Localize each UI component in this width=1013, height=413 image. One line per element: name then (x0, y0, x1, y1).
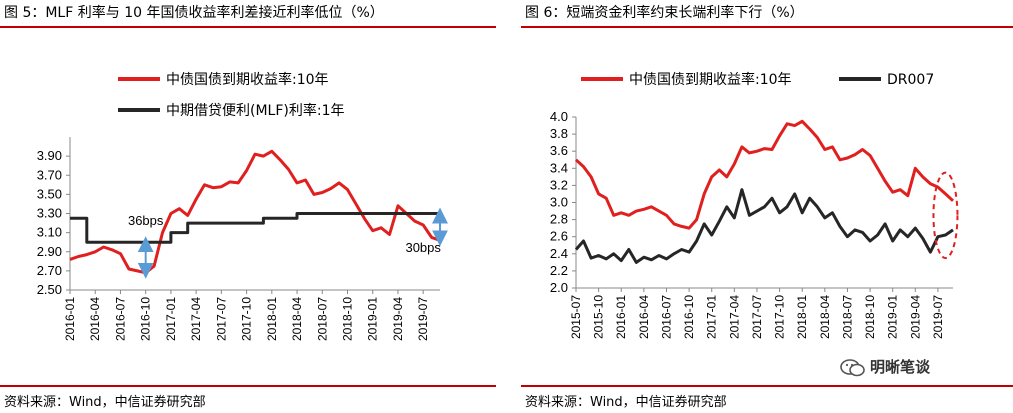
highlight-ellipse (932, 171, 959, 260)
x-tick-label: 2016-04 (637, 295, 651, 339)
title-divider (0, 26, 496, 28)
x-tick-label: 2016-01 (63, 297, 77, 341)
x-tick-label: 2017-01 (705, 295, 719, 339)
x-tick-label: 2015-10 (592, 295, 606, 339)
x-tick-label: 2017-10 (773, 295, 787, 339)
y-tick-label: 3.2 (550, 177, 568, 192)
source-note: 资料来源：Wind，中信证券研究部 (4, 395, 206, 410)
y-tick-label: 2.70 (37, 263, 62, 278)
x-tick-label: 2018-01 (795, 295, 809, 339)
x-tick-label: 2018-07 (840, 295, 854, 339)
legend-label: 中债国债到期收益率:10年 (166, 71, 329, 88)
legend-label: 中债国债到期收益率:10年 (629, 71, 792, 88)
chart-panel-right: 图 6：短端资金利率约束长端利率下行（%） 4.0 3.8 3.6 3.4 3.2 3.0… (521, 0, 1013, 413)
x-tick-label: 2018-10 (863, 295, 877, 339)
y-tick-label: 3.90 (37, 148, 62, 163)
x-tick-label: 2017-10 (240, 297, 254, 341)
y-tick-label: 3.10 (37, 225, 62, 240)
y-tick-label: 3.6 (550, 143, 568, 158)
spread-annotation: 30bps (405, 240, 441, 255)
x-tick-label: 2018-04 (818, 295, 832, 339)
title-divider (521, 26, 1013, 28)
x-tick-label: 2017-04 (727, 295, 741, 339)
watermark: 明晰笔谈 (840, 356, 930, 378)
y-tick-label: 3.50 (37, 186, 62, 201)
x-tick-label: 2019-04 (908, 295, 922, 339)
y-tick-label: 2.90 (37, 244, 62, 259)
x-tick-label: 2019-07 (416, 297, 430, 341)
y-tick-label: 3.8 (550, 126, 568, 141)
x-tick-label: 2019-01 (886, 295, 900, 339)
x-tick-label: 2017-07 (214, 297, 228, 341)
dr007-vs-10y-chart: 4.0 3.8 3.6 3.4 3.2 3.0 2.8 2.6 2.4 2.2 2.02015-07… (550, 71, 959, 339)
source-divider (0, 385, 496, 387)
source-divider (521, 385, 1013, 387)
spread-annotation: 36bps (128, 213, 164, 228)
x-tick-label: 2019-04 (391, 297, 405, 341)
x-tick-label: 2016-10 (682, 295, 696, 339)
x-tick-label: 2018-07 (315, 297, 329, 341)
x-tick-label: 2016-01 (614, 295, 628, 339)
y-tick-label: 2.8 (550, 212, 568, 227)
x-tick-label: 2018-01 (265, 297, 279, 341)
x-tick-label: 2015-07 (569, 295, 583, 339)
y-tick-label: 2.0 (550, 280, 568, 295)
chart-panel-left: 图 5：MLF 利率与 10 年国债收益率利差接近利率低位（%） 3.90 3.7… (0, 0, 496, 413)
x-tick-label: 2019-07 (931, 295, 945, 339)
x-tick-label: 2019-01 (366, 297, 380, 341)
y-tick-label: 2.4 (550, 246, 568, 261)
x-tick-label: 2016-04 (88, 297, 102, 341)
x-tick-label: 2018-10 (341, 297, 355, 341)
wechat-logo-icon (840, 358, 865, 376)
x-tick-label: 2016-07 (113, 297, 127, 341)
x-tick-label: 2016-10 (139, 297, 153, 341)
y-tick-label: 2.50 (37, 282, 62, 297)
x-tick-label: 2017-04 (189, 297, 203, 341)
source-note: 资料来源：Wind，中信证券研究部 (525, 395, 727, 410)
y-tick-label: 3.4 (550, 160, 568, 175)
legend-label: DR007 (887, 72, 934, 88)
y-tick-label: 3.0 (550, 195, 568, 210)
series-line-1 (70, 212, 440, 244)
figure-title: 图 6：短端资金利率约束长端利率下行（%） (525, 5, 804, 21)
x-tick-label: 2017-07 (750, 295, 764, 339)
x-tick-label: 2017-01 (164, 297, 178, 341)
y-tick-label: 3.30 (37, 206, 62, 221)
x-tick-label: 2016-07 (659, 295, 673, 339)
series-line-1 (574, 188, 954, 264)
x-tick-label: 2018-04 (290, 297, 304, 341)
y-tick-label: 4.0 (550, 109, 568, 124)
y-tick-label: 3.70 (37, 167, 62, 182)
y-tick-label: 2.6 (550, 229, 568, 244)
y-tick-label: 2.2 (550, 263, 568, 278)
watermark-text: 明晰笔谈 (870, 358, 931, 376)
figure-title: 图 5：MLF 利率与 10 年国债收益率利差接近利率低位（%） (4, 5, 384, 21)
series-line-0 (574, 119, 955, 230)
series-line-0 (69, 149, 441, 275)
legend-label: 中期借贷便利(MLF)利率:1年 (166, 102, 344, 119)
